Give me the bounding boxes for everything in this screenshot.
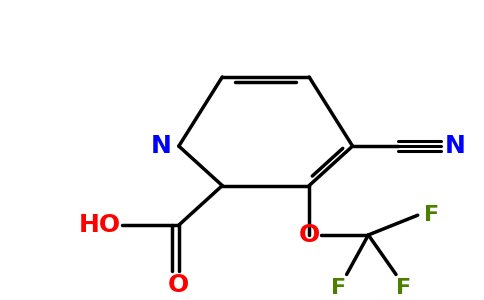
Text: F: F [424, 205, 439, 225]
Text: O: O [299, 223, 320, 247]
Text: F: F [331, 278, 347, 298]
Text: O: O [168, 273, 189, 297]
Text: HO: HO [79, 213, 121, 237]
Text: N: N [445, 134, 466, 158]
Text: N: N [151, 134, 171, 158]
Text: F: F [396, 278, 411, 298]
